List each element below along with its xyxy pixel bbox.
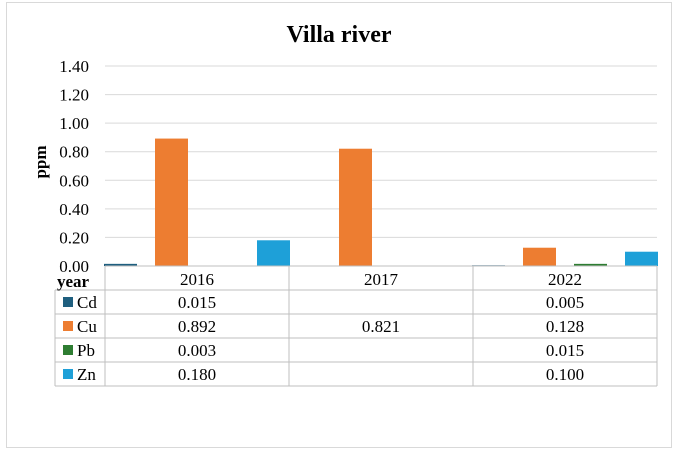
y-tick-label: 0.60 — [59, 171, 89, 190]
data-label: 0.003 — [178, 341, 216, 360]
data-label: 0.180 — [178, 365, 216, 384]
y-tick-label: 0.20 — [59, 228, 89, 247]
bar-cd-2016 — [104, 263, 137, 266]
y-tick-label: 1.00 — [59, 114, 89, 133]
data-label: 0.005 — [546, 293, 584, 312]
y-tick-label: 1.40 — [59, 57, 89, 76]
legend-label: Zn — [77, 365, 96, 384]
y-tick-label: 0.40 — [59, 200, 89, 219]
x-tick-label: 2022 — [548, 270, 582, 289]
data-label: 0.892 — [178, 317, 216, 336]
chart-title: Villa river — [286, 22, 391, 48]
bar-pb-2022 — [574, 263, 607, 266]
y-tick-label: 0.80 — [59, 143, 89, 162]
data-label: 0.015 — [546, 341, 584, 360]
data-label: 0.128 — [546, 317, 584, 336]
legend-key-pb — [63, 345, 73, 355]
legend-key-cu — [63, 321, 73, 331]
bars — [104, 138, 658, 267]
legend-key-cd — [63, 297, 73, 307]
y-tick-label: 0.00 — [59, 257, 89, 276]
legend-label: Cu — [77, 317, 97, 336]
legend-label: Cd — [77, 293, 97, 312]
bar-zn-2016 — [257, 240, 290, 266]
table-header-label: year — [57, 272, 90, 291]
legend-key-zn — [63, 369, 73, 379]
bar-cu-2017 — [339, 148, 372, 266]
bar-cu-2022 — [523, 247, 556, 266]
data-label: 0.821 — [362, 317, 400, 336]
y-axis-ticks: 0.00 0.20 0.40 0.60 0.80 1.00 1.20 1.40 — [59, 57, 89, 276]
x-tick-label: 2016 — [180, 270, 214, 289]
y-tick-label: 1.20 — [59, 86, 89, 105]
legend-label: Pb — [77, 341, 95, 360]
data-label: 0.100 — [546, 365, 584, 384]
data-label: 0.015 — [178, 293, 216, 312]
y-axis-label: ppm — [31, 145, 50, 178]
data-table: year 2016 2017 2022 Cd 0.015 0.005 Cu 0.892 0.821… — [54, 265, 658, 387]
bar-cu-2016 — [155, 138, 188, 266]
x-tick-label: 2017 — [364, 270, 399, 289]
bar-zn-2022 — [625, 251, 658, 266]
